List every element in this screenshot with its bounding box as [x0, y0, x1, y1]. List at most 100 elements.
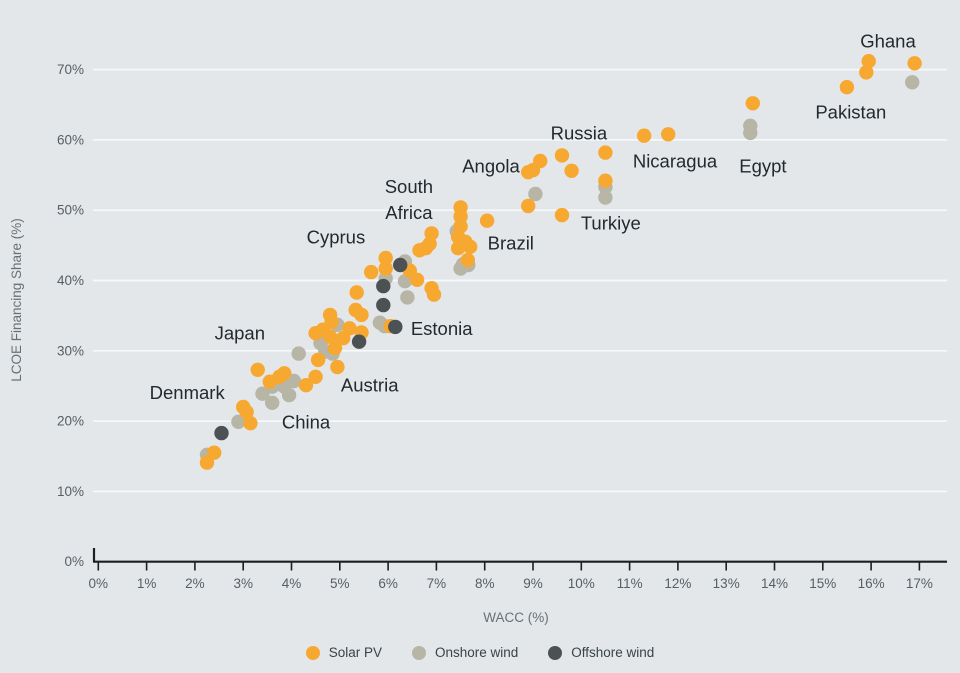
data-point-onshore-wind	[905, 75, 920, 90]
x-tick-label: 16%	[858, 576, 885, 591]
country-label: Austria	[341, 375, 399, 396]
y-tick-label: 10%	[57, 484, 84, 499]
data-point-solar-pv	[426, 287, 442, 302]
legend-item-onshore-wind: Onshore wind	[411, 645, 519, 660]
data-point-solar-pv	[409, 272, 425, 287]
data-point-solar-pv	[598, 145, 613, 160]
data-point-solar-pv	[859, 65, 874, 80]
x-tick-label: 0%	[89, 576, 109, 591]
data-point-solar-pv	[354, 307, 369, 323]
x-tick-label: 7%	[427, 576, 447, 591]
x-tick-label: 8%	[475, 576, 495, 591]
x-tick-label: 4%	[282, 576, 302, 591]
x-tick-label: 15%	[809, 576, 836, 591]
country-label: China	[282, 411, 331, 432]
data-point-solar-pv	[322, 307, 338, 323]
legend-dot-icon	[305, 645, 320, 660]
data-point-onshore-wind	[743, 125, 758, 141]
data-point-offshore-wind	[214, 425, 229, 441]
data-point-solar-pv	[327, 340, 343, 356]
data-point-solar-pv	[239, 404, 254, 420]
data-points	[199, 54, 922, 470]
data-point-solar-pv	[342, 321, 357, 336]
country-label: Turkiye	[581, 212, 641, 233]
data-point-onshore-wind	[265, 395, 280, 410]
data-point-solar-pv	[745, 96, 760, 111]
country-label: Pakistan	[815, 101, 886, 122]
data-point-solar-pv	[199, 455, 215, 470]
country-label: Nicaragua	[633, 151, 718, 172]
data-point-offshore-wind	[376, 297, 391, 313]
x-tick-label: 6%	[378, 576, 398, 591]
x-tick-label: 10%	[568, 576, 595, 591]
x-tick-label: 13%	[713, 576, 740, 591]
country-labels: Ghana Pakistan Russia Nicaragua Egypt Angola T…	[150, 30, 917, 432]
data-point-solar-pv	[564, 163, 579, 178]
legend-item-offshore-wind: Offshore wind	[548, 645, 654, 660]
data-point-solar-pv	[554, 207, 570, 223]
data-point-onshore-wind	[286, 373, 302, 389]
data-point-solar-pv	[308, 369, 323, 384]
data-point-solar-pv	[310, 352, 326, 368]
country-label: Brazil	[488, 233, 534, 254]
legend-item-solar-pv: Solar PV	[305, 645, 382, 660]
data-point-solar-pv	[207, 445, 222, 460]
country-label: Russia	[551, 122, 608, 143]
data-point-solar-pv	[907, 56, 922, 71]
data-point-solar-pv	[839, 80, 855, 95]
data-point-solar-pv	[479, 213, 495, 228]
x-tick-label: 11%	[617, 576, 643, 591]
data-point-solar-pv	[460, 252, 475, 268]
legend-dot-icon	[411, 645, 426, 660]
data-point-solar-pv	[277, 366, 292, 381]
data-point-onshore-wind	[231, 414, 246, 429]
y-tick-label: 30%	[57, 343, 84, 358]
data-point-solar-pv	[243, 416, 258, 431]
legend-label: Solar PV	[328, 645, 382, 660]
data-point-solar-pv	[533, 153, 548, 169]
x-tick-label: 1%	[137, 576, 157, 591]
data-point-solar-pv	[378, 261, 393, 276]
y-tick-label: 40%	[57, 273, 84, 288]
country-label: Angola	[462, 155, 520, 176]
data-point-solar-pv	[453, 209, 468, 224]
country-label: South	[385, 176, 433, 197]
data-point-solar-pv	[463, 239, 478, 254]
legend-label: Onshore wind	[434, 645, 519, 660]
country-label: Ghana	[860, 30, 916, 51]
country-label: Estonia	[411, 318, 473, 339]
data-point-solar-pv	[378, 250, 393, 266]
data-point-offshore-wind	[388, 319, 403, 335]
y-tick-label: 50%	[57, 203, 84, 218]
data-point-solar-pv	[636, 128, 652, 143]
legend-dot-icon	[548, 645, 563, 660]
data-point-solar-pv	[322, 329, 338, 344]
data-point-solar-pv	[330, 359, 345, 375]
y-tick-label: 20%	[57, 414, 84, 429]
data-point-onshore-wind	[291, 346, 306, 361]
country-label: Denmark	[150, 382, 226, 403]
data-point-offshore-wind	[376, 278, 391, 294]
data-point-solar-pv	[661, 127, 676, 142]
x-tick-label: 9%	[523, 576, 543, 591]
data-point-onshore-wind	[281, 387, 297, 403]
data-point-solar-pv	[598, 173, 613, 188]
data-point-offshore-wind	[393, 257, 408, 273]
legend-label: Offshore wind	[571, 645, 655, 660]
data-point-solar-pv	[364, 264, 379, 280]
x-tick-label: 5%	[330, 576, 350, 591]
data-point-solar-pv	[554, 148, 570, 163]
x-tick-label: 12%	[664, 576, 691, 591]
country-label: Africa	[385, 202, 433, 223]
country-label: Cyprus	[307, 226, 366, 247]
data-point-solar-pv	[424, 226, 439, 241]
data-point-solar-pv	[521, 198, 536, 214]
data-point-onshore-wind	[400, 290, 415, 305]
y-axis-title: LCOE Financing Share (%)	[9, 218, 24, 382]
x-tick-label: 17%	[906, 576, 933, 591]
data-point-solar-pv	[349, 285, 364, 300]
data-point-solar-pv	[861, 54, 876, 69]
country-label: Japan	[215, 323, 265, 344]
